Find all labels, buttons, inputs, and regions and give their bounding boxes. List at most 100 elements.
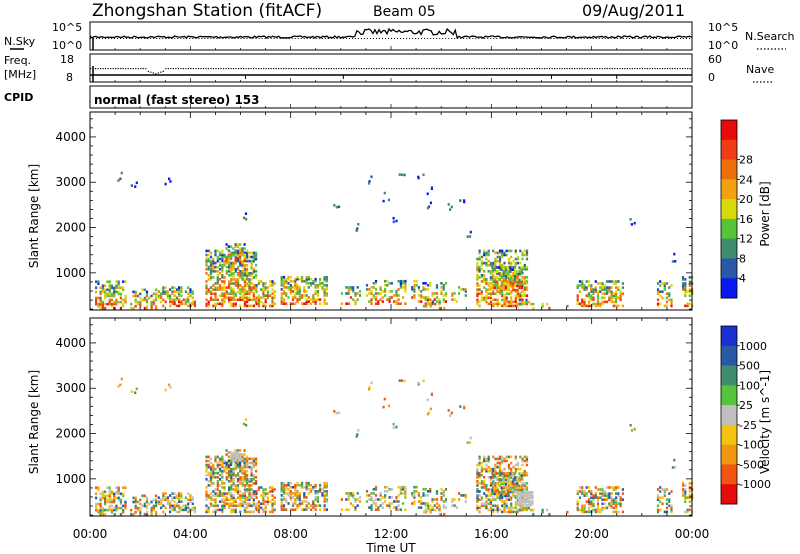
echo-cell bbox=[494, 263, 497, 267]
echo-cell bbox=[383, 397, 386, 401]
echo-cell bbox=[578, 508, 582, 512]
echo-cell bbox=[241, 294, 244, 297]
echo-cell bbox=[504, 482, 508, 486]
echo-cell bbox=[214, 459, 217, 463]
echo-cell bbox=[429, 510, 432, 514]
echo-cell bbox=[243, 459, 246, 462]
echo-cell bbox=[500, 486, 503, 490]
echo-cell bbox=[370, 504, 373, 507]
echo-cell bbox=[187, 298, 190, 302]
echo-cell bbox=[234, 500, 237, 503]
echo-cell bbox=[252, 267, 255, 271]
echo-cell bbox=[287, 286, 290, 289]
echo-cell bbox=[113, 512, 116, 516]
echo-cell bbox=[592, 290, 595, 293]
echo-cell bbox=[496, 504, 499, 508]
echo-cell bbox=[615, 486, 618, 489]
echo-cell bbox=[661, 488, 664, 491]
echo-cell bbox=[514, 304, 517, 308]
echo-cell bbox=[228, 463, 231, 467]
echo-cell bbox=[168, 177, 171, 181]
echo-cell bbox=[257, 280, 260, 283]
echo-cell bbox=[150, 300, 153, 304]
echo-cell bbox=[483, 274, 486, 277]
echo-cell bbox=[171, 498, 174, 501]
echo-cell bbox=[246, 463, 249, 467]
echo-cell bbox=[525, 494, 528, 498]
echo-cell bbox=[285, 492, 288, 495]
echo-cell bbox=[512, 486, 515, 489]
echo-cell bbox=[507, 478, 510, 482]
echo-cell bbox=[108, 494, 111, 498]
echo-cell bbox=[365, 284, 369, 287]
echo-cell bbox=[95, 300, 98, 304]
echo-cell bbox=[505, 280, 508, 283]
echo-cell bbox=[494, 469, 497, 473]
echo-cell bbox=[438, 298, 441, 301]
echo-cell bbox=[237, 267, 240, 271]
colorbar-swatch bbox=[721, 345, 737, 367]
echo-cell bbox=[257, 296, 260, 300]
echo-cell bbox=[141, 288, 144, 292]
echo-cell bbox=[442, 300, 445, 303]
echo-cell bbox=[656, 292, 660, 295]
echo-cell bbox=[601, 502, 604, 506]
echo-cell bbox=[610, 300, 613, 304]
echo-cell bbox=[345, 286, 348, 289]
echo-cell bbox=[352, 288, 355, 291]
echo-cell bbox=[312, 279, 315, 283]
echo-cell bbox=[478, 473, 481, 477]
echo-cell bbox=[514, 506, 517, 510]
echo-cell bbox=[603, 506, 606, 510]
echo-cell bbox=[106, 288, 109, 292]
echo-cell bbox=[596, 282, 600, 285]
echo-cell bbox=[216, 274, 219, 277]
echo-cell bbox=[285, 277, 288, 281]
echo-cell bbox=[205, 492, 208, 495]
echo-cell bbox=[596, 488, 600, 491]
echo-cell bbox=[321, 492, 324, 495]
echo-cell bbox=[169, 506, 172, 510]
echo-cell bbox=[248, 280, 251, 283]
echo-cell bbox=[365, 294, 369, 297]
echo-cell bbox=[155, 288, 158, 292]
echo-cell bbox=[225, 463, 228, 467]
echo-cell bbox=[184, 508, 187, 512]
echo-cell bbox=[601, 488, 604, 491]
echo-cell bbox=[106, 494, 109, 498]
echo-cell bbox=[110, 284, 113, 288]
echo-cell bbox=[139, 296, 142, 300]
echo-cell bbox=[243, 508, 246, 512]
echo-cell bbox=[214, 492, 217, 495]
echo-cell bbox=[250, 290, 253, 293]
echo-cell bbox=[466, 441, 469, 444]
echo-cell bbox=[621, 498, 624, 501]
echo-cell bbox=[234, 270, 237, 273]
echo-cell bbox=[507, 304, 511, 308]
echo-cell bbox=[505, 455, 508, 459]
echo-cell bbox=[271, 508, 274, 512]
echo-cell bbox=[209, 263, 213, 267]
echo-cell bbox=[661, 296, 664, 300]
echo-cell bbox=[246, 496, 249, 499]
echo-cell bbox=[483, 455, 486, 459]
echo-cell bbox=[521, 294, 524, 297]
echo-cell bbox=[291, 496, 295, 499]
echo-cell bbox=[596, 296, 600, 300]
echo-cell bbox=[164, 290, 167, 293]
echo-cell bbox=[603, 494, 606, 497]
echo-cell bbox=[246, 506, 249, 510]
echo-cell bbox=[601, 508, 604, 512]
echo-cell bbox=[425, 304, 428, 308]
echo-cell bbox=[323, 496, 326, 499]
echo-cell bbox=[507, 300, 511, 304]
echo-cell bbox=[500, 268, 503, 271]
echo-cell bbox=[296, 284, 299, 287]
echo-cell bbox=[232, 278, 235, 281]
echo-cell bbox=[502, 480, 505, 484]
echo-cell bbox=[592, 494, 595, 497]
echo-cell bbox=[656, 302, 660, 306]
echo-cell bbox=[216, 288, 219, 291]
echo-cell bbox=[246, 461, 249, 465]
echo-cell bbox=[504, 490, 508, 494]
